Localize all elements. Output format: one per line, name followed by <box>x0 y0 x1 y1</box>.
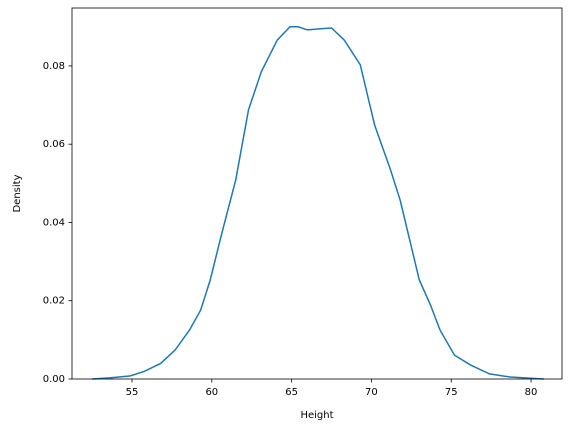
x-tick-label: 75 <box>445 387 458 398</box>
y-tick-label: 0.04 <box>43 217 65 228</box>
y-axis-label: Density <box>12 174 23 212</box>
y-tick-label: 0.06 <box>43 139 65 150</box>
x-tick-label: 80 <box>525 387 538 398</box>
x-tick-label: 60 <box>205 387 218 398</box>
y-tick-label: 0.08 <box>43 61 65 72</box>
axes-frame <box>71 7 563 380</box>
density-line <box>92 26 544 380</box>
x-axis-label: Height <box>300 410 333 421</box>
y-tick-label: 0.02 <box>43 296 65 307</box>
x-tick-label: 55 <box>126 387 139 398</box>
y-tick-label: 0.00 <box>43 374 65 385</box>
x-tick-label: 65 <box>285 387 298 398</box>
x-tick-label: 70 <box>365 387 378 398</box>
